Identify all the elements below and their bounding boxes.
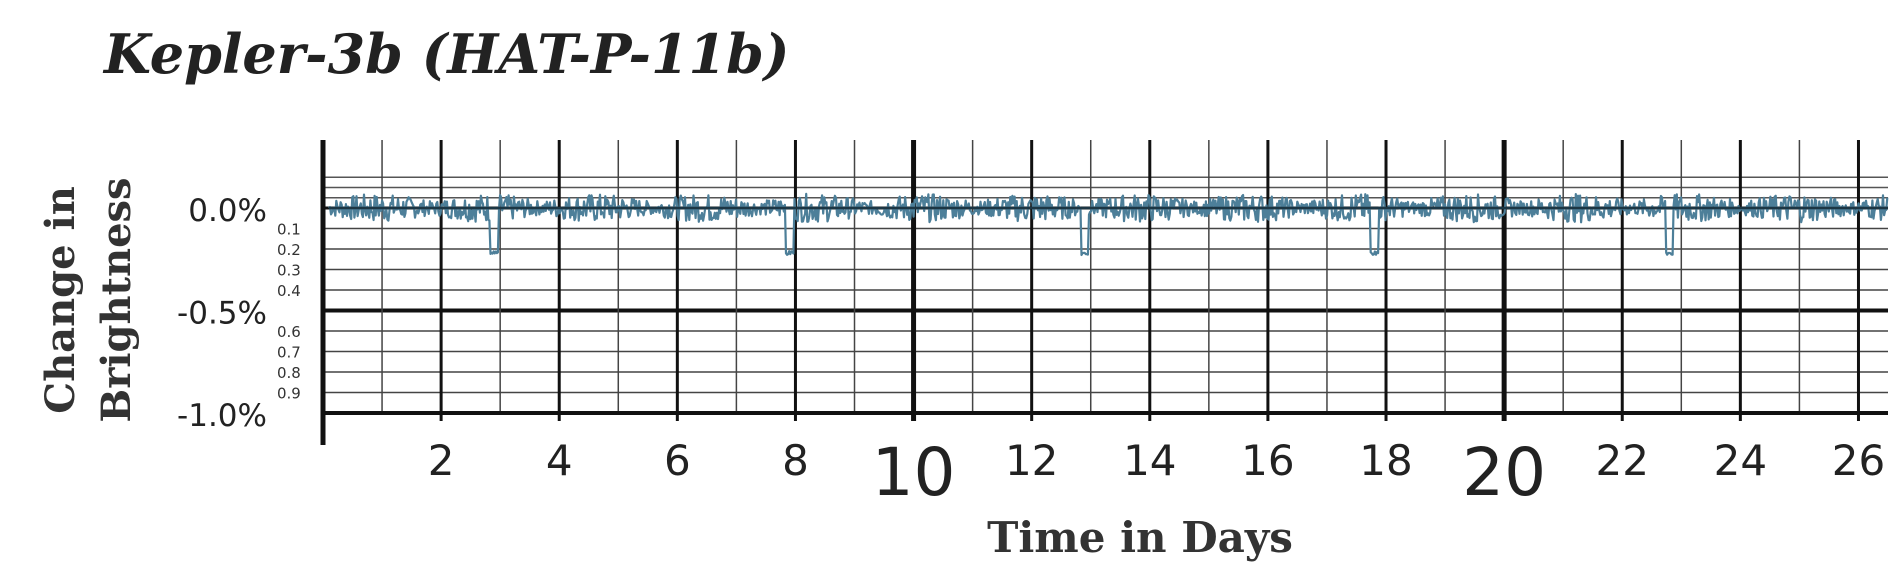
x-tick-label: 6 — [664, 436, 691, 485]
y-tick-label: -0.5% — [177, 296, 267, 332]
y-minor-tick-label: 0.3 — [277, 262, 301, 280]
x-tick-label: 10 — [872, 434, 956, 511]
x-tick-label: 12 — [1005, 436, 1058, 485]
grid — [323, 140, 1888, 421]
y-minor-tick-label: 0.1 — [277, 221, 301, 239]
y-minor-tick-label: 0.4 — [277, 282, 301, 300]
x-tick-label: 2 — [428, 436, 455, 485]
x-tick-label: 16 — [1241, 436, 1294, 485]
y-minor-tick-label: 0.2 — [277, 241, 301, 259]
y-minor-tick-label: 0.6 — [277, 323, 301, 341]
x-tick-label: 14 — [1123, 436, 1176, 485]
axes — [320, 140, 1888, 445]
x-tick-label: 18 — [1359, 436, 1412, 485]
chart-title: Kepler-3b (HAT-P-11b) — [104, 22, 790, 86]
y-minor-tick-label: 0.7 — [277, 344, 301, 362]
x-tick-label: 22 — [1596, 436, 1649, 485]
x-tick-label: 20 — [1462, 434, 1546, 511]
y-tick-labels: 0.0% -0.5% -1.0% 0.1 0.2 0.3 0.4 0.6 0.7 0.8 0.9 — [177, 193, 301, 434]
y-axis-title-line-1: Change in — [37, 186, 84, 414]
x-tick-label: 24 — [1714, 436, 1767, 485]
y-minor-tick-label: 0.8 — [277, 364, 301, 382]
x-tick-label: 26 — [1832, 436, 1885, 485]
y-axis-title: Change in Brightness — [37, 177, 140, 422]
light-curve-line — [328, 192, 1889, 257]
axis-titles: Time in Days Change in Brightness — [37, 177, 1293, 562]
x-tick-label: 8 — [782, 436, 809, 485]
y-minor-tick-label: 0.9 — [277, 385, 301, 403]
y-tick-label: -1.0% — [177, 398, 267, 434]
x-axis-title: Time in Days — [987, 513, 1293, 562]
x-tick-label: 4 — [546, 436, 573, 485]
y-tick-label: 0.0% — [188, 193, 267, 229]
series-brightness — [328, 192, 1889, 257]
x-tick-labels: 2 4 6 8 10 12 14 16 18 20 22 24 26 — [428, 434, 1885, 511]
y-axis-title-line-2: Brightness — [93, 177, 140, 422]
